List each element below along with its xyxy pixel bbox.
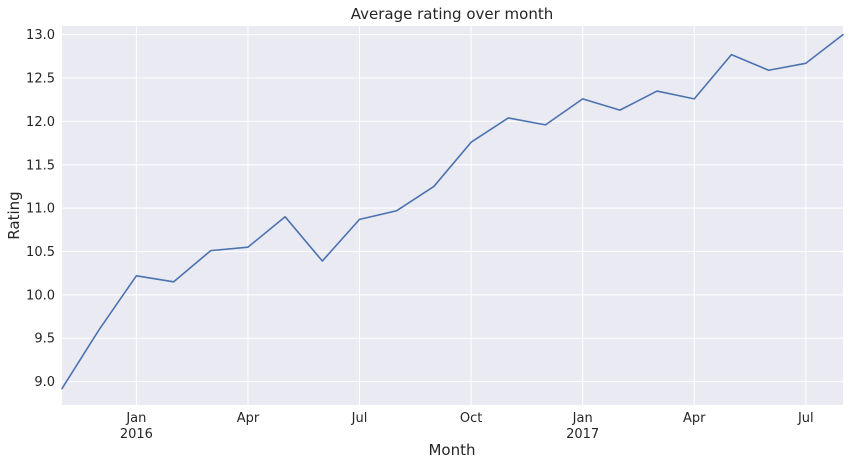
x-tick-label: Jul bbox=[797, 411, 814, 426]
y-tick-label: 9.5 bbox=[34, 332, 55, 347]
x-tick-year-label: 2016 bbox=[120, 427, 153, 442]
chart-title: Average rating over month bbox=[351, 5, 553, 23]
x-tick-label: Jul bbox=[351, 411, 368, 426]
x-tick-label: Apr bbox=[237, 411, 260, 426]
y-tick-label: 13.0 bbox=[26, 28, 55, 43]
series-layer bbox=[61, 33, 844, 390]
plot-area bbox=[62, 26, 843, 405]
y-tick-label: 11.0 bbox=[26, 202, 55, 217]
y-tick-label: 12.5 bbox=[26, 72, 55, 87]
x-tick-label: Jan bbox=[572, 411, 593, 426]
y-tick-label: 12.0 bbox=[26, 115, 55, 130]
x-axis-title: Month bbox=[428, 441, 475, 459]
x-tick-label: Apr bbox=[683, 411, 706, 426]
x-tick-year-label: 2017 bbox=[566, 427, 599, 442]
y-tick-label: 11.5 bbox=[26, 158, 55, 173]
y-tick-label: 9.0 bbox=[34, 375, 55, 390]
y-tick-label: 10.5 bbox=[26, 245, 55, 260]
y-tick-label: 10.0 bbox=[26, 288, 55, 303]
y-axis-title: Rating bbox=[5, 191, 23, 239]
series-line bbox=[61, 33, 844, 390]
x-tick-label: Jan bbox=[125, 411, 146, 426]
x-tick-label: Oct bbox=[460, 411, 482, 426]
y-axis-ticks: 9.0 9.5 10.0 10.5 11.0 11.5 12.0 12.5 13.0 bbox=[26, 28, 55, 390]
